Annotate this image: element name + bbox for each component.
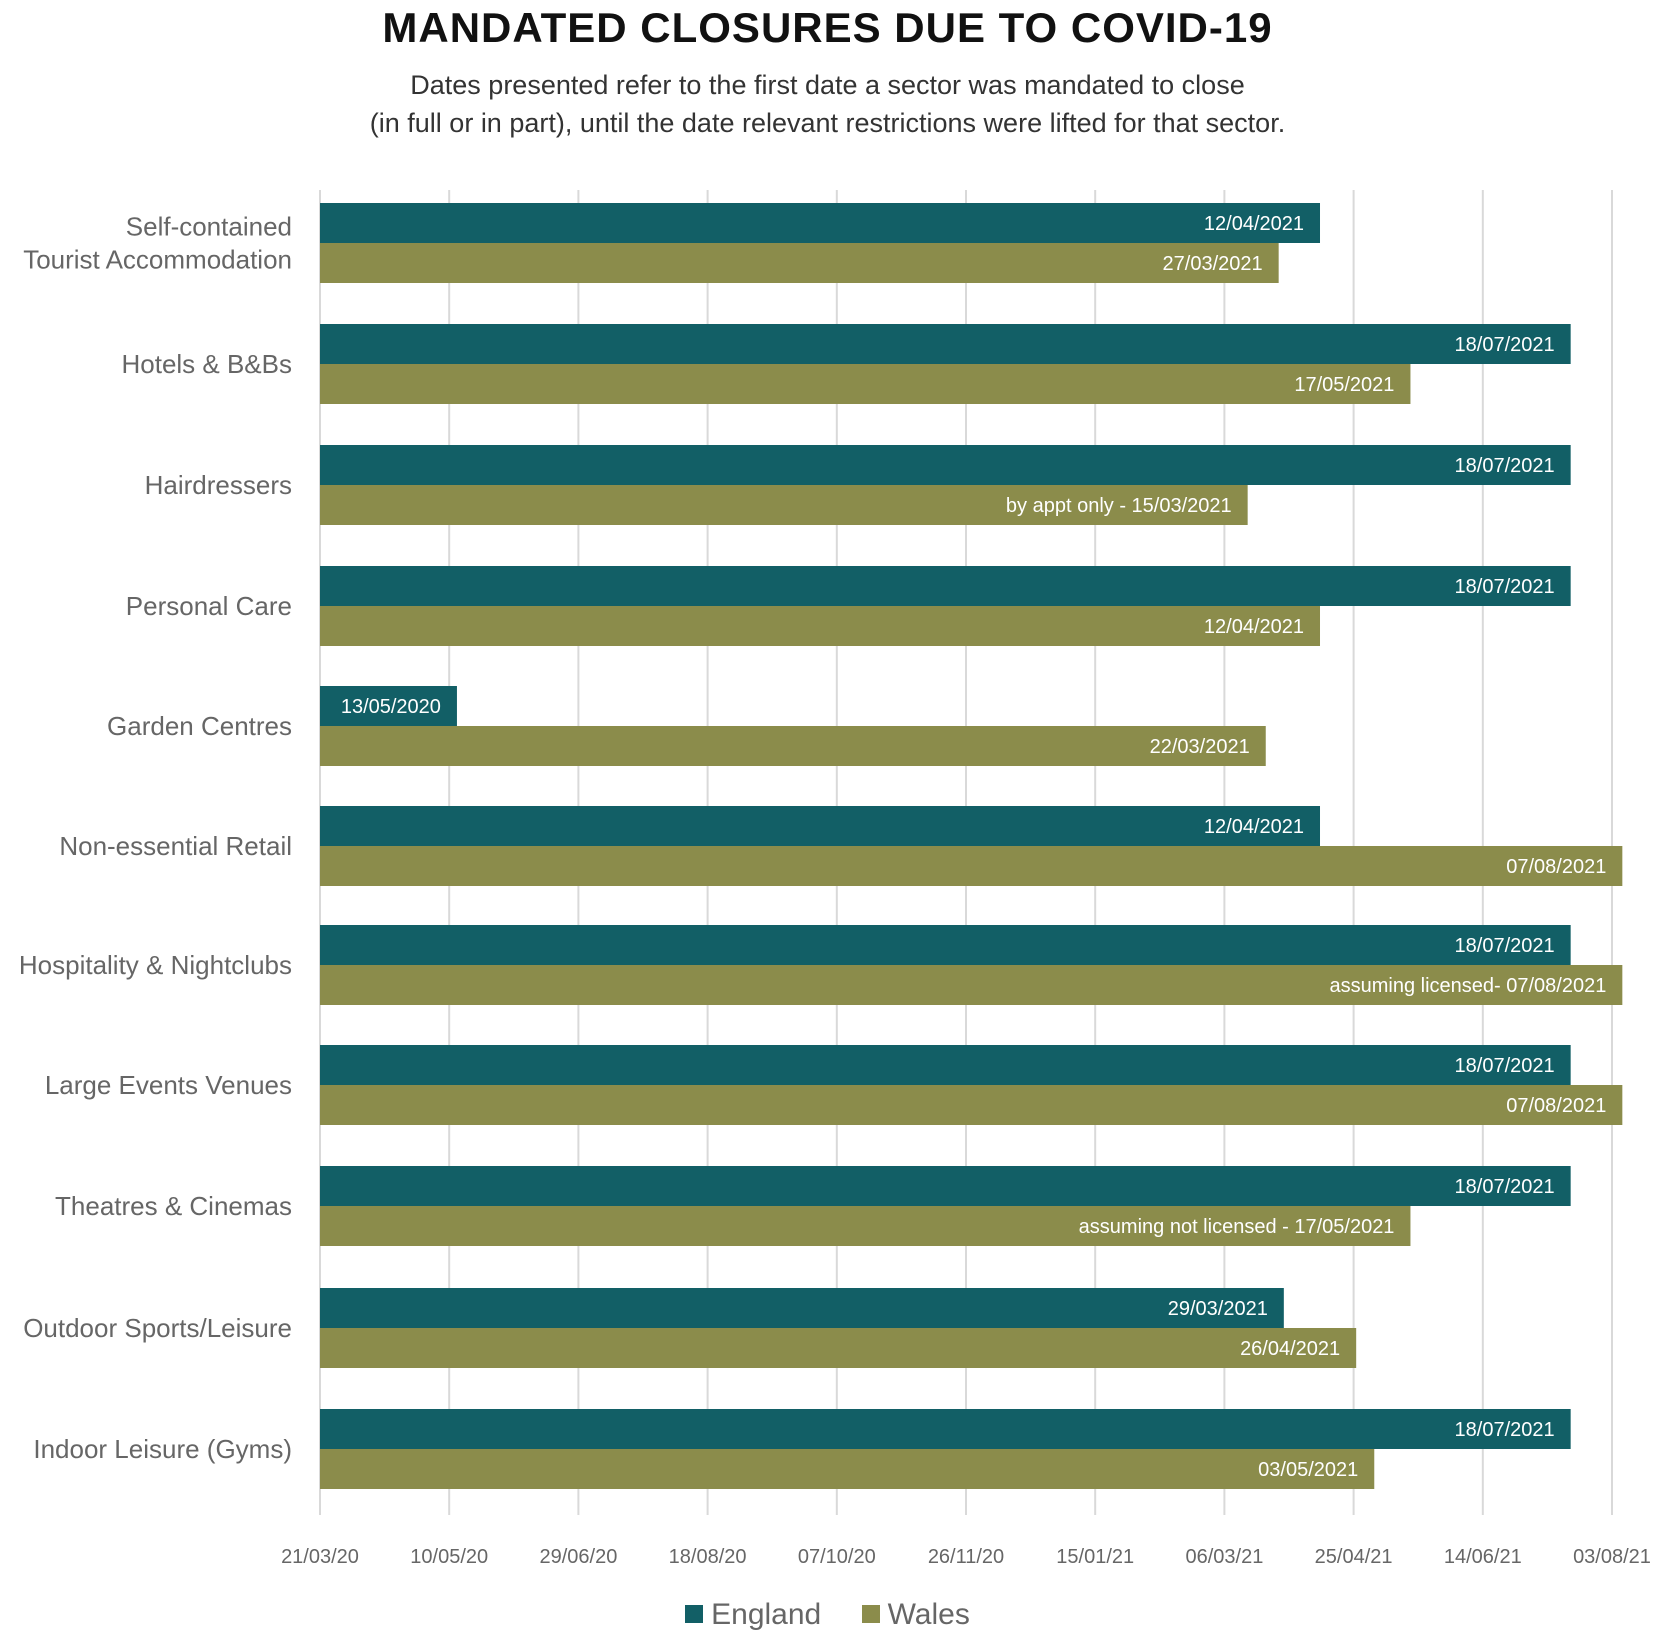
bar-label-england-2: 18/07/2021	[1455, 455, 1555, 477]
bar-label-wales-0: 27/03/2021	[1163, 253, 1263, 275]
x-tick-label-2: 29/06/20	[539, 1546, 617, 1568]
category-label-5: Non-essential Retail	[59, 831, 292, 861]
x-tick-label-9: 14/06/21	[1444, 1546, 1522, 1568]
x-tick-label-10: 03/08/21	[1573, 1546, 1651, 1568]
category-label-10: Indoor Leisure (Gyms)	[33, 1434, 292, 1464]
bar-wales-9	[320, 1328, 1357, 1368]
bar-england-6	[320, 925, 1571, 965]
legend-label-wales: Wales	[887, 1598, 970, 1631]
bar-label-wales-5: 07/08/2021	[1506, 856, 1606, 878]
legend-swatch-england	[685, 1605, 704, 1624]
bar-england-4	[320, 686, 457, 726]
bar-wales-6	[320, 965, 1623, 1005]
x-axis-ticks: 21/03/20 10/05/20 29/06/20 18/08/20 07/10/20…	[281, 1546, 1651, 1568]
bar-wales-8	[320, 1206, 1411, 1246]
bar-label-england-4: 13/05/2020	[341, 696, 441, 718]
legend-item-wales: Wales	[861, 1598, 970, 1632]
bars: 12/04/2021 27/03/2021 18/07/2021 17/05/2021…	[320, 203, 1623, 1489]
x-tick-label-5: 26/11/20	[928, 1546, 1004, 1568]
category-label-2: Hairdressers	[145, 470, 292, 500]
bar-england-1	[320, 324, 1571, 364]
bar-england-5	[320, 806, 1321, 846]
x-tick-label-7: 06/03/21	[1185, 1546, 1263, 1568]
bar-england-0	[320, 203, 1321, 243]
category-label-9: Outdoor Sports/Leisure	[23, 1313, 292, 1343]
bar-label-wales-3: 12/04/2021	[1204, 616, 1304, 638]
bar-label-england-6: 18/07/2021	[1455, 935, 1555, 957]
legend-swatch-wales	[861, 1605, 880, 1624]
bar-label-england-7: 18/07/2021	[1455, 1055, 1555, 1077]
x-tick-label-3: 18/08/20	[669, 1546, 747, 1568]
bar-label-england-1: 18/07/2021	[1455, 334, 1555, 356]
bar-label-england-3: 18/07/2021	[1455, 576, 1555, 598]
bar-label-wales-6: assuming licensed- 07/08/2021	[1329, 975, 1606, 997]
bar-england-2	[320, 445, 1571, 485]
bar-wales-1	[320, 364, 1411, 404]
legend-label-england: England	[711, 1598, 822, 1631]
bar-label-wales-9: 26/04/2021	[1240, 1338, 1340, 1360]
bar-england-8	[320, 1166, 1571, 1206]
category-label-0-line-0: Self-contained	[126, 212, 292, 242]
x-tick-label-1: 10/05/20	[410, 1546, 488, 1568]
bar-wales-4	[320, 726, 1266, 766]
bar-label-wales-10: 03/05/2021	[1258, 1459, 1358, 1481]
bar-label-england-0: 12/04/2021	[1204, 213, 1304, 235]
bar-wales-2	[320, 485, 1248, 525]
subtitle-line-2: (in full or in part), until the date rel…	[369, 108, 1286, 138]
x-tick-label-6: 15/01/21	[1056, 1546, 1134, 1568]
bar-label-england-8: 18/07/2021	[1455, 1176, 1555, 1198]
category-label-7: Large Events Venues	[45, 1070, 292, 1100]
bar-wales-3	[320, 606, 1321, 646]
category-label-0-line-1: Tourist Accommodation	[23, 245, 292, 275]
legend-item-england: England	[685, 1598, 821, 1632]
x-tick-label-8: 25/04/21	[1315, 1546, 1393, 1568]
bar-wales-10	[320, 1449, 1375, 1489]
subtitle-line-1: Dates presented refer to the first date …	[410, 70, 1245, 100]
x-tick-label-0: 21/03/20	[281, 1546, 359, 1568]
category-label-3: Personal Care	[126, 591, 292, 621]
bar-england-9	[320, 1288, 1284, 1328]
bar-wales-7	[320, 1085, 1623, 1125]
bar-england-7	[320, 1045, 1571, 1085]
x-tick-label-4: 07/10/20	[798, 1546, 876, 1568]
bar-label-wales-8: assuming not licensed - 17/05/2021	[1079, 1216, 1395, 1238]
bar-label-england-9: 29/03/2021	[1168, 1298, 1268, 1320]
category-label-8: Theatres & Cinemas	[55, 1191, 292, 1221]
category-label-1: Hotels & B&Bs	[121, 349, 292, 379]
category-label-6: Hospitality & Nightclubs	[19, 950, 292, 980]
bar-label-wales-2: by appt only - 15/03/2021	[1006, 495, 1232, 517]
legend: England Wales	[0, 1598, 1655, 1632]
bar-england-10	[320, 1409, 1571, 1449]
bar-england-3	[320, 566, 1571, 606]
bar-wales-0	[320, 243, 1279, 283]
bar-label-england-10: 18/07/2021	[1455, 1419, 1555, 1441]
chart-subtitle: Dates presented refer to the first date …	[0, 66, 1655, 142]
chart-title: MANDATED CLOSURES DUE TO COVID-19	[382, 4, 1273, 51]
bar-label-england-5: 12/04/2021	[1204, 816, 1304, 838]
bar-label-wales-7: 07/08/2021	[1506, 1095, 1606, 1117]
bar-wales-5	[320, 846, 1623, 886]
category-label-4: Garden Centres	[107, 711, 292, 741]
bar-label-wales-1: 17/05/2021	[1294, 374, 1394, 396]
bar-label-wales-4: 22/03/2021	[1150, 736, 1250, 758]
